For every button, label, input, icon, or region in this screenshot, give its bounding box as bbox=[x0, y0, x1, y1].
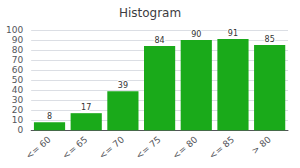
svg-text:100: 100 bbox=[6, 25, 23, 35]
svg-text:<= 80: <= 80 bbox=[171, 134, 200, 161]
svg-text:> 80: > 80 bbox=[250, 134, 273, 156]
svg-text:70: 70 bbox=[12, 55, 24, 65]
svg-text:10: 10 bbox=[12, 115, 24, 125]
svg-text:91: 91 bbox=[228, 29, 238, 38]
svg-text:40: 40 bbox=[12, 85, 24, 95]
svg-text:90: 90 bbox=[191, 30, 201, 39]
svg-text:85: 85 bbox=[265, 35, 275, 44]
svg-text:50: 50 bbox=[12, 75, 24, 85]
svg-text:0: 0 bbox=[17, 125, 23, 135]
svg-text:<= 65: <= 65 bbox=[60, 134, 89, 161]
svg-text:39: 39 bbox=[118, 81, 128, 90]
svg-text:<= 70: <= 70 bbox=[97, 134, 126, 161]
svg-text:Histogram: Histogram bbox=[119, 6, 181, 20]
svg-text:<= 85: <= 85 bbox=[207, 134, 236, 161]
svg-text:20: 20 bbox=[12, 105, 24, 115]
svg-text:30: 30 bbox=[12, 95, 24, 105]
svg-text:84: 84 bbox=[154, 36, 164, 45]
svg-text:60: 60 bbox=[12, 65, 24, 75]
svg-text:80: 80 bbox=[12, 45, 24, 55]
svg-text:8: 8 bbox=[47, 112, 52, 121]
svg-text:17: 17 bbox=[81, 103, 91, 112]
svg-text:90: 90 bbox=[12, 35, 24, 45]
svg-text:<= 60: <= 60 bbox=[24, 134, 53, 161]
svg-text:<= 75: <= 75 bbox=[134, 134, 163, 161]
